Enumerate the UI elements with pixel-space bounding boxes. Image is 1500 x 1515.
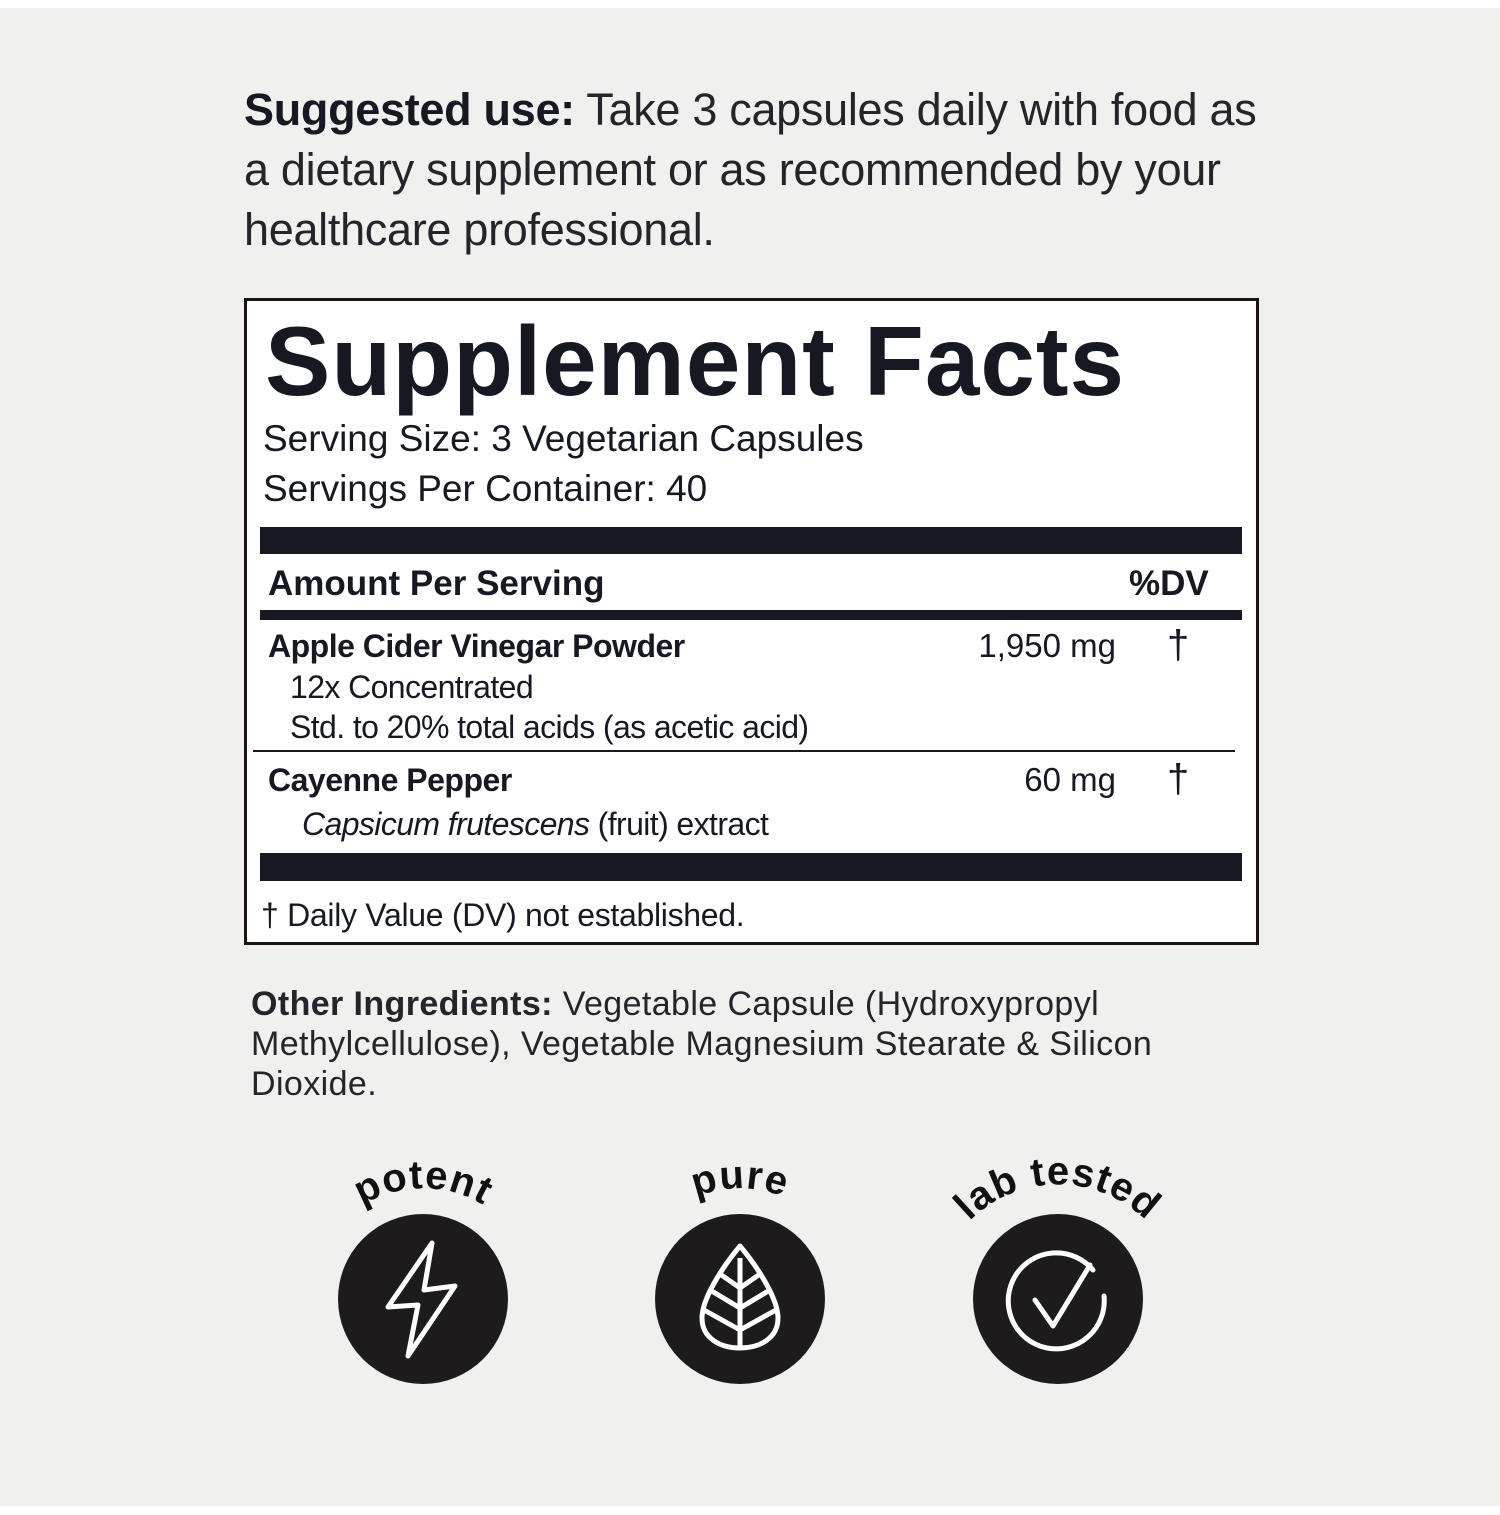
suggested-use-label: Suggested use:: [244, 84, 575, 135]
suggested-use-text: Take 3 capsules daily with food as a die…: [244, 84, 1257, 255]
badge-circle: [338, 1214, 508, 1384]
other-ingredients-label: Other Ingredients:: [251, 985, 553, 1023]
ingredient-detail: 12x Concentrated: [290, 669, 534, 705]
svg-text:potent: potent: [347, 1153, 501, 1213]
other-ingredients-text: Vegetable Capsule (Hydroxypropyl Methylc…: [251, 985, 1153, 1103]
extract-part: (fruit) extract: [589, 806, 769, 842]
badge-circle: [973, 1214, 1143, 1384]
servings-per-container: Servings Per Container: 40: [263, 468, 708, 509]
ingredient-detail: Std. to 20% total acids (as acetic acid): [290, 709, 809, 745]
ingredient-amount: 60 mg: [1024, 761, 1116, 798]
ingredient-dv: †: [1167, 623, 1190, 667]
badge-pure: pure: [655, 1153, 825, 1384]
badge-lab-tested: lab tested: [946, 1149, 1168, 1384]
ingredient-amount: 1,950 mg: [978, 627, 1116, 664]
latin-name: Capsicum frutescens: [302, 806, 590, 842]
suggested-use: Suggested use: Take 3 capsules daily wit…: [244, 80, 1274, 260]
supplement-facts-panel: Supplement Facts Serving Size: 3 Vegetar…: [244, 298, 1259, 945]
ingredient-dv: †: [1167, 757, 1190, 801]
lightning-bolt-icon: [385, 1240, 458, 1359]
footnote: † Daily Value (DV) not established.: [261, 897, 745, 933]
badge-potent: potent: [338, 1153, 508, 1384]
ingredient-name: Apple Cider Vinegar Powder: [268, 628, 685, 664]
badge-label: potent: [347, 1153, 500, 1213]
other-ingredients: Other Ingredients: Vegetable Capsule (Hy…: [251, 984, 1231, 1104]
header-dv: %DV: [1129, 564, 1209, 603]
facts-title: Supplement Facts: [265, 306, 1126, 416]
serving-size: Serving Size: 3 Vegetarian Capsules: [263, 418, 864, 459]
thick-divider: [260, 527, 1242, 554]
svg-text:pure: pure: [686, 1153, 794, 1205]
thick-divider: [260, 853, 1242, 881]
ingredient-detail: Capsicum frutescens (fruit) extract: [302, 806, 769, 843]
header-amount: Amount Per Serving: [268, 564, 605, 603]
badge-label: pure: [686, 1153, 793, 1205]
check-circle-icon: [1005, 1250, 1107, 1352]
ingredient-name: Cayenne Pepper: [268, 762, 512, 798]
leaf-icon: [699, 1243, 781, 1351]
thin-divider: [253, 750, 1235, 752]
medium-divider: [260, 610, 1242, 620]
